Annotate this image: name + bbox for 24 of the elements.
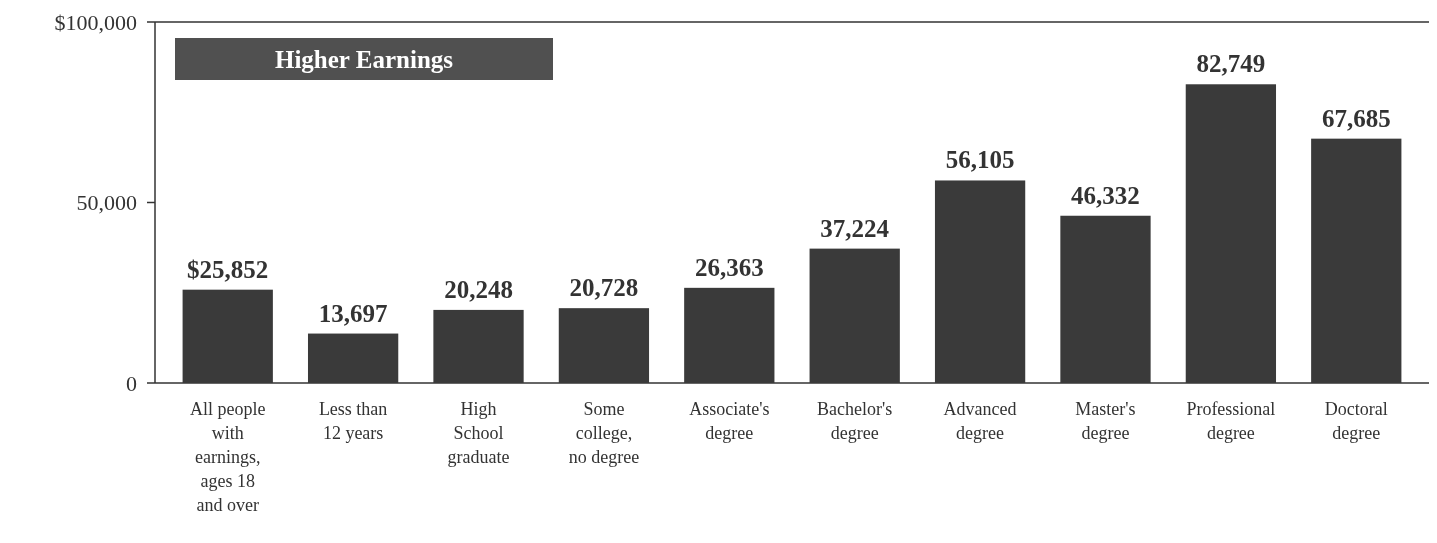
x-tick-label: High School graduate bbox=[447, 399, 510, 467]
y-tick-label: 0 bbox=[126, 370, 137, 396]
x-tick-label: Doctoral degree bbox=[1324, 399, 1388, 443]
x-tick-label: Bachelor's degree bbox=[817, 399, 893, 443]
data-label: 13,697 bbox=[318, 299, 388, 327]
y-tick-label: $100,000 bbox=[54, 9, 137, 35]
y-tick-label: 50,000 bbox=[76, 190, 137, 216]
data-label: 67,685 bbox=[1321, 104, 1391, 132]
data-label: 37,224 bbox=[820, 214, 890, 242]
text: Higher Earnings bbox=[274, 45, 454, 73]
x-tick-label: Master's degree bbox=[1075, 399, 1136, 443]
x-tick-label: Some college, no degree bbox=[568, 399, 640, 467]
x-tick-label: Advanced degree bbox=[943, 399, 1017, 443]
data-label: 26,363 bbox=[694, 253, 764, 281]
x-tick-label: Less than 12 years bbox=[318, 399, 388, 443]
data-label: 56,105 bbox=[945, 146, 1015, 174]
data-label: 82,749 bbox=[1196, 50, 1266, 78]
data-label: 20,248 bbox=[444, 275, 513, 303]
data-label: $25,852 bbox=[187, 255, 269, 283]
x-tick-label: Associate's degree bbox=[689, 399, 770, 443]
x-tick-label: All people with earnings, ages 18 and over bbox=[189, 399, 266, 515]
data-label: 20,728 bbox=[569, 274, 639, 302]
data-label: 46,332 bbox=[1071, 181, 1140, 209]
x-tick-label: Professional degree bbox=[1186, 399, 1276, 443]
